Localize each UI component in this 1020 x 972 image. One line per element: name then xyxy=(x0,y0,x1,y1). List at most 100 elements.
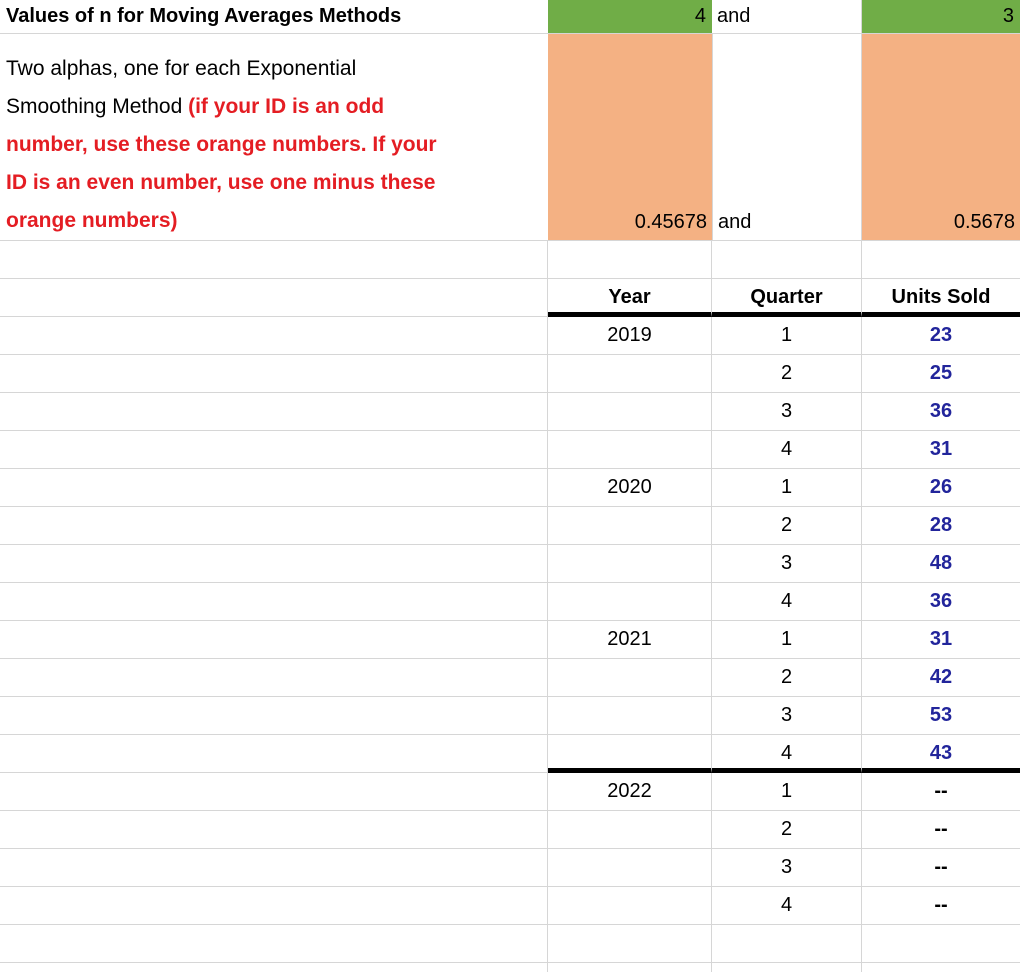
quarter-cell[interactable]: 1 xyxy=(712,317,862,355)
year-cell[interactable]: 2022 xyxy=(548,773,712,811)
spacer-cell[interactable] xyxy=(0,925,548,963)
alpha-description-line: Smoothing Method (if your ID is an odd xyxy=(6,88,548,126)
spacer-cell[interactable] xyxy=(0,355,548,393)
units-cell[interactable] xyxy=(862,963,1020,972)
year-cell[interactable] xyxy=(548,963,712,972)
alpha-connector-cell[interactable]: and xyxy=(712,34,862,241)
spacer-cell[interactable] xyxy=(0,811,548,849)
quarter-header[interactable]: Quarter xyxy=(712,279,862,317)
spacer-cell[interactable] xyxy=(0,887,548,925)
quarter-cell[interactable]: 1 xyxy=(712,469,862,507)
year-cell[interactable] xyxy=(548,849,712,887)
year-cell[interactable] xyxy=(548,925,712,963)
spacer-cell[interactable] xyxy=(0,659,548,697)
table-header-row: Year Quarter Units Sold xyxy=(0,279,1020,317)
spacer-cell[interactable] xyxy=(0,279,548,317)
units-cell[interactable]: 26 xyxy=(862,469,1020,507)
spacer-cell[interactable] xyxy=(0,621,548,659)
quarter-cell[interactable]: 1 xyxy=(712,773,862,811)
spacer-cell[interactable] xyxy=(0,963,548,972)
year-cell[interactable] xyxy=(548,431,712,469)
spacer-cell[interactable] xyxy=(0,469,548,507)
spacer-cell[interactable] xyxy=(0,849,548,887)
units-cell[interactable]: 36 xyxy=(862,393,1020,431)
units-cell[interactable]: 28 xyxy=(862,507,1020,545)
alpha-description[interactable]: Two alphas, one for each Exponential Smoo… xyxy=(0,34,548,241)
table-row: 4 -- xyxy=(0,887,1020,925)
units-cell[interactable]: 31 xyxy=(862,621,1020,659)
spacer-cell[interactable] xyxy=(0,583,548,621)
year-cell[interactable]: 2020 xyxy=(548,469,712,507)
table-row: 2020 1 26 xyxy=(0,469,1020,507)
n-value-cell-1[interactable]: 4 xyxy=(548,0,712,34)
table-row: 2019 1 23 xyxy=(0,317,1020,355)
units-cell[interactable]: -- xyxy=(862,773,1020,811)
quarter-cell[interactable]: 1 xyxy=(712,621,862,659)
spacer-cell[interactable] xyxy=(862,241,1020,279)
year-cell[interactable] xyxy=(548,507,712,545)
year-cell[interactable] xyxy=(548,393,712,431)
quarter-cell[interactable]: 2 xyxy=(712,355,862,393)
spacer-cell[interactable] xyxy=(548,241,712,279)
units-cell[interactable]: 36 xyxy=(862,583,1020,621)
quarter-cell[interactable]: 2 xyxy=(712,507,862,545)
year-header[interactable]: Year xyxy=(548,279,712,317)
units-cell[interactable]: 48 xyxy=(862,545,1020,583)
spacer-cell[interactable] xyxy=(0,393,548,431)
text-segment: (if your ID is an odd xyxy=(188,95,385,118)
spacer-cell[interactable] xyxy=(0,317,548,355)
year-cell[interactable] xyxy=(548,545,712,583)
units-cell[interactable]: 23 xyxy=(862,317,1020,355)
n-connector-cell[interactable]: and xyxy=(712,0,862,34)
year-cell[interactable] xyxy=(548,811,712,849)
year-cell[interactable] xyxy=(548,355,712,393)
units-cell[interactable]: 42 xyxy=(862,659,1020,697)
alpha-value-cell-2[interactable]: 0.5678 xyxy=(862,34,1020,241)
spacer-cell[interactable] xyxy=(0,773,548,811)
units-cell[interactable]: -- xyxy=(862,887,1020,925)
year-cell[interactable] xyxy=(548,697,712,735)
quarter-cell[interactable]: 3 xyxy=(712,697,862,735)
year-cell[interactable] xyxy=(548,735,712,773)
units-cell[interactable]: 53 xyxy=(862,697,1020,735)
units-cell[interactable]: 43 xyxy=(862,735,1020,773)
quarter-cell[interactable]: 3 xyxy=(712,393,862,431)
quarter-cell[interactable] xyxy=(712,963,862,972)
quarter-cell[interactable]: 4 xyxy=(712,735,862,773)
quarter-cell[interactable]: 4 xyxy=(712,887,862,925)
table-row xyxy=(0,925,1020,963)
spacer-cell[interactable] xyxy=(0,507,548,545)
spacer-cell[interactable] xyxy=(0,697,548,735)
quarter-cell[interactable]: 4 xyxy=(712,583,862,621)
units-cell[interactable]: -- xyxy=(862,811,1020,849)
table-row: 4 43 xyxy=(0,735,1020,773)
year-cell[interactable]: 2019 xyxy=(548,317,712,355)
year-cell[interactable] xyxy=(548,659,712,697)
spacer-cell[interactable] xyxy=(0,735,548,773)
spacer-cell[interactable] xyxy=(712,241,862,279)
units-cell[interactable]: -- xyxy=(862,849,1020,887)
table-row: 2021 1 31 xyxy=(0,621,1020,659)
table-row: 2022 1 -- xyxy=(0,773,1020,811)
quarter-cell[interactable] xyxy=(712,925,862,963)
quarter-cell[interactable]: 4 xyxy=(712,431,862,469)
n-value-cell-2[interactable]: 3 xyxy=(862,0,1020,34)
quarter-cell[interactable]: 2 xyxy=(712,659,862,697)
units-sold-header[interactable]: Units Sold xyxy=(862,279,1020,317)
year-cell[interactable] xyxy=(548,583,712,621)
quarter-cell[interactable]: 3 xyxy=(712,545,862,583)
year-cell[interactable]: 2021 xyxy=(548,621,712,659)
units-cell[interactable] xyxy=(862,925,1020,963)
quarter-cell[interactable]: 3 xyxy=(712,849,862,887)
year-cell[interactable] xyxy=(548,887,712,925)
spacer-cell[interactable] xyxy=(0,545,548,583)
alpha-value-2: 0.5678 xyxy=(953,211,1015,233)
spacer-cell[interactable] xyxy=(0,431,548,469)
alpha-description-line: ID is an even number, use one minus thes… xyxy=(6,164,548,202)
units-cell[interactable]: 25 xyxy=(862,355,1020,393)
alpha-value-cell-1[interactable]: 0.45678 xyxy=(548,34,712,241)
quarter-cell[interactable]: 2 xyxy=(712,811,862,849)
units-cell[interactable]: 31 xyxy=(862,431,1020,469)
spacer-cell[interactable] xyxy=(0,241,548,279)
